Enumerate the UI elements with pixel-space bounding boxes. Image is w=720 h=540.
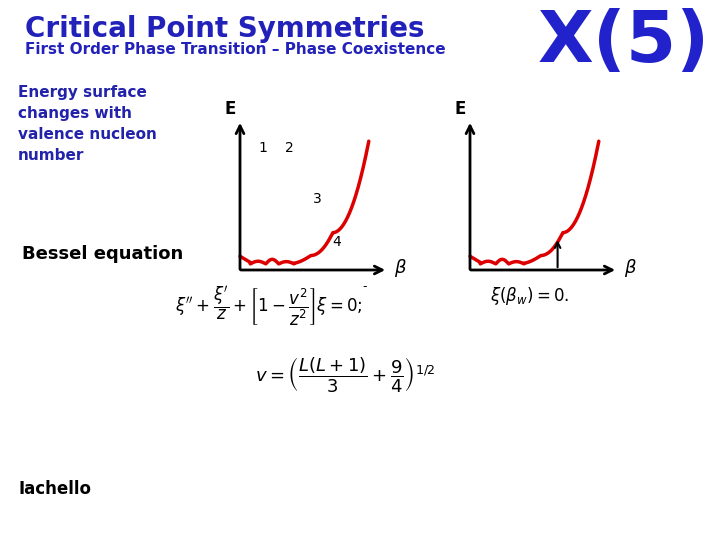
Text: 1: 1 [258,140,268,154]
Text: $v = \left(\dfrac{L(L+1)}{3} + \dfrac{9}{4}\right)^{1/2}$: $v = \left(\dfrac{L(L+1)}{3} + \dfrac{9}… [255,355,436,394]
Text: X(5): X(5) [538,8,710,77]
Text: Critical Point Symmetries: Critical Point Symmetries [25,15,425,43]
Text: $\beta$: $\beta$ [394,257,407,279]
Text: 2: 2 [284,140,293,154]
Text: E: E [454,100,466,118]
Text: -: - [363,280,367,293]
Text: $\xi(\beta_w) = 0.$: $\xi(\beta_w) = 0.$ [490,285,570,307]
Text: Energy surface
changes with
valence nucleon
number: Energy surface changes with valence nucl… [18,85,157,163]
Text: $\beta$: $\beta$ [624,257,637,279]
Text: Iachello: Iachello [18,480,91,498]
Text: E: E [225,100,235,118]
Text: $\xi'' + \dfrac{\xi'}{z} + \left[1 - \dfrac{v^2}{z^2}\right]\xi = 0;$: $\xi'' + \dfrac{\xi'}{z} + \left[1 - \df… [175,285,363,329]
Text: Bessel equation: Bessel equation [22,245,184,263]
Text: 4: 4 [332,235,341,248]
Text: 3: 3 [313,192,322,206]
Text: First Order Phase Transition – Phase Coexistence: First Order Phase Transition – Phase Coe… [25,42,446,57]
